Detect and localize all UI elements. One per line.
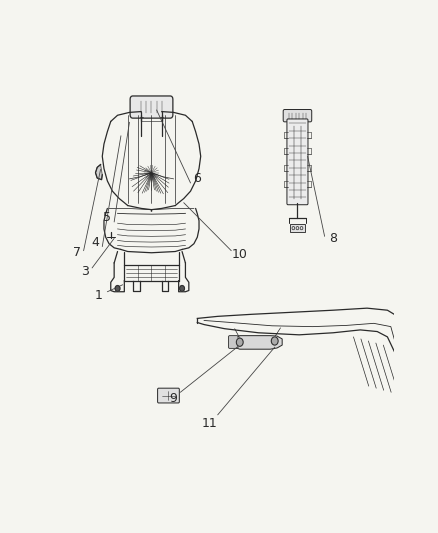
- Circle shape: [180, 286, 184, 292]
- Text: 11: 11: [201, 417, 217, 430]
- Text: 9: 9: [170, 392, 177, 405]
- Text: 4: 4: [92, 236, 99, 249]
- Text: 5: 5: [103, 212, 111, 224]
- Text: 7: 7: [73, 246, 81, 259]
- Polygon shape: [95, 165, 102, 180]
- FancyBboxPatch shape: [287, 119, 308, 205]
- Text: 1: 1: [95, 289, 103, 302]
- Text: 10: 10: [232, 248, 247, 261]
- Circle shape: [115, 286, 120, 292]
- Text: 8: 8: [329, 232, 337, 245]
- Circle shape: [271, 337, 278, 345]
- Text: 3: 3: [81, 265, 89, 278]
- Text: 6: 6: [194, 172, 201, 185]
- FancyBboxPatch shape: [130, 96, 173, 118]
- Circle shape: [237, 338, 243, 346]
- FancyBboxPatch shape: [283, 109, 312, 122]
- FancyBboxPatch shape: [229, 336, 238, 349]
- Polygon shape: [231, 336, 282, 349]
- FancyBboxPatch shape: [158, 388, 179, 403]
- FancyBboxPatch shape: [290, 224, 305, 232]
